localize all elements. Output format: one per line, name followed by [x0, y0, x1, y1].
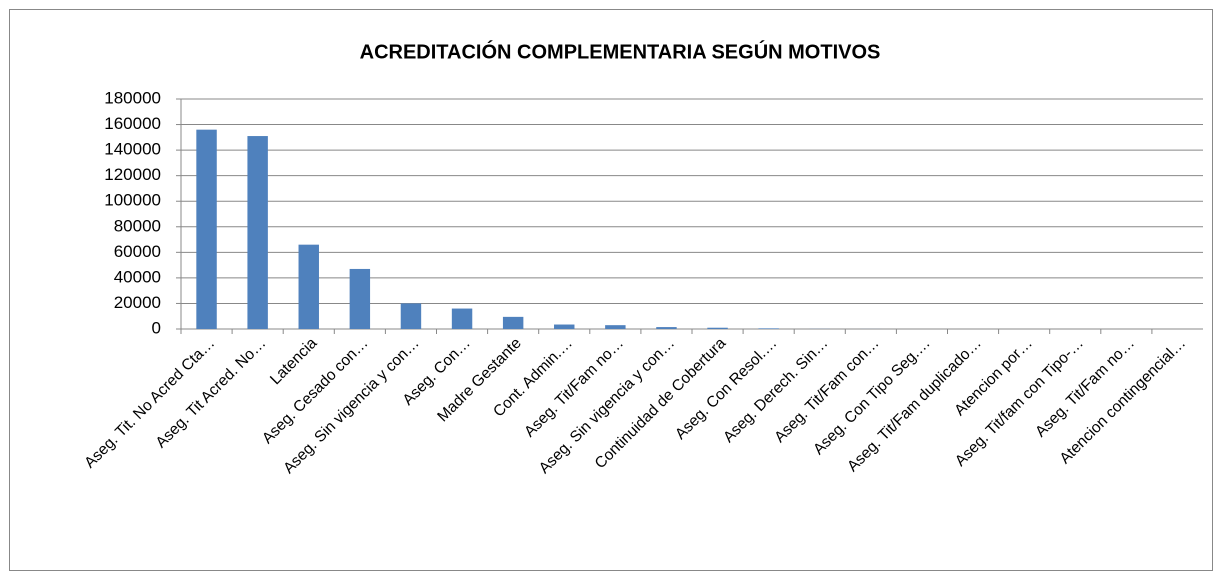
bar [554, 324, 575, 329]
chart-border [9, 9, 1213, 571]
bar [349, 268, 371, 329]
y-tick-label: 120000 [104, 165, 161, 184]
y-tick-label: 0 [152, 318, 161, 337]
y-tick-label: 160000 [104, 114, 161, 133]
y-tick-label: 20000 [114, 293, 161, 312]
bar [605, 325, 626, 329]
bar [502, 316, 524, 329]
y-tick-label: 100000 [104, 191, 161, 210]
bar [656, 327, 677, 329]
bar [451, 308, 473, 329]
bar [758, 328, 779, 329]
bar [196, 129, 217, 329]
y-tick-label: 40000 [114, 267, 161, 286]
y-tick-label: 80000 [114, 216, 161, 235]
bar [247, 136, 268, 329]
y-tick-label: 180000 [104, 88, 161, 107]
bar [707, 327, 728, 329]
chart-title: ACREDITACIÓN COMPLEMENTARIA SEGÚN MOTIVO… [360, 39, 881, 63]
y-tick-label: 60000 [114, 242, 161, 261]
bar [400, 303, 422, 329]
bar [298, 244, 319, 329]
y-tick-label: 140000 [104, 140, 161, 159]
